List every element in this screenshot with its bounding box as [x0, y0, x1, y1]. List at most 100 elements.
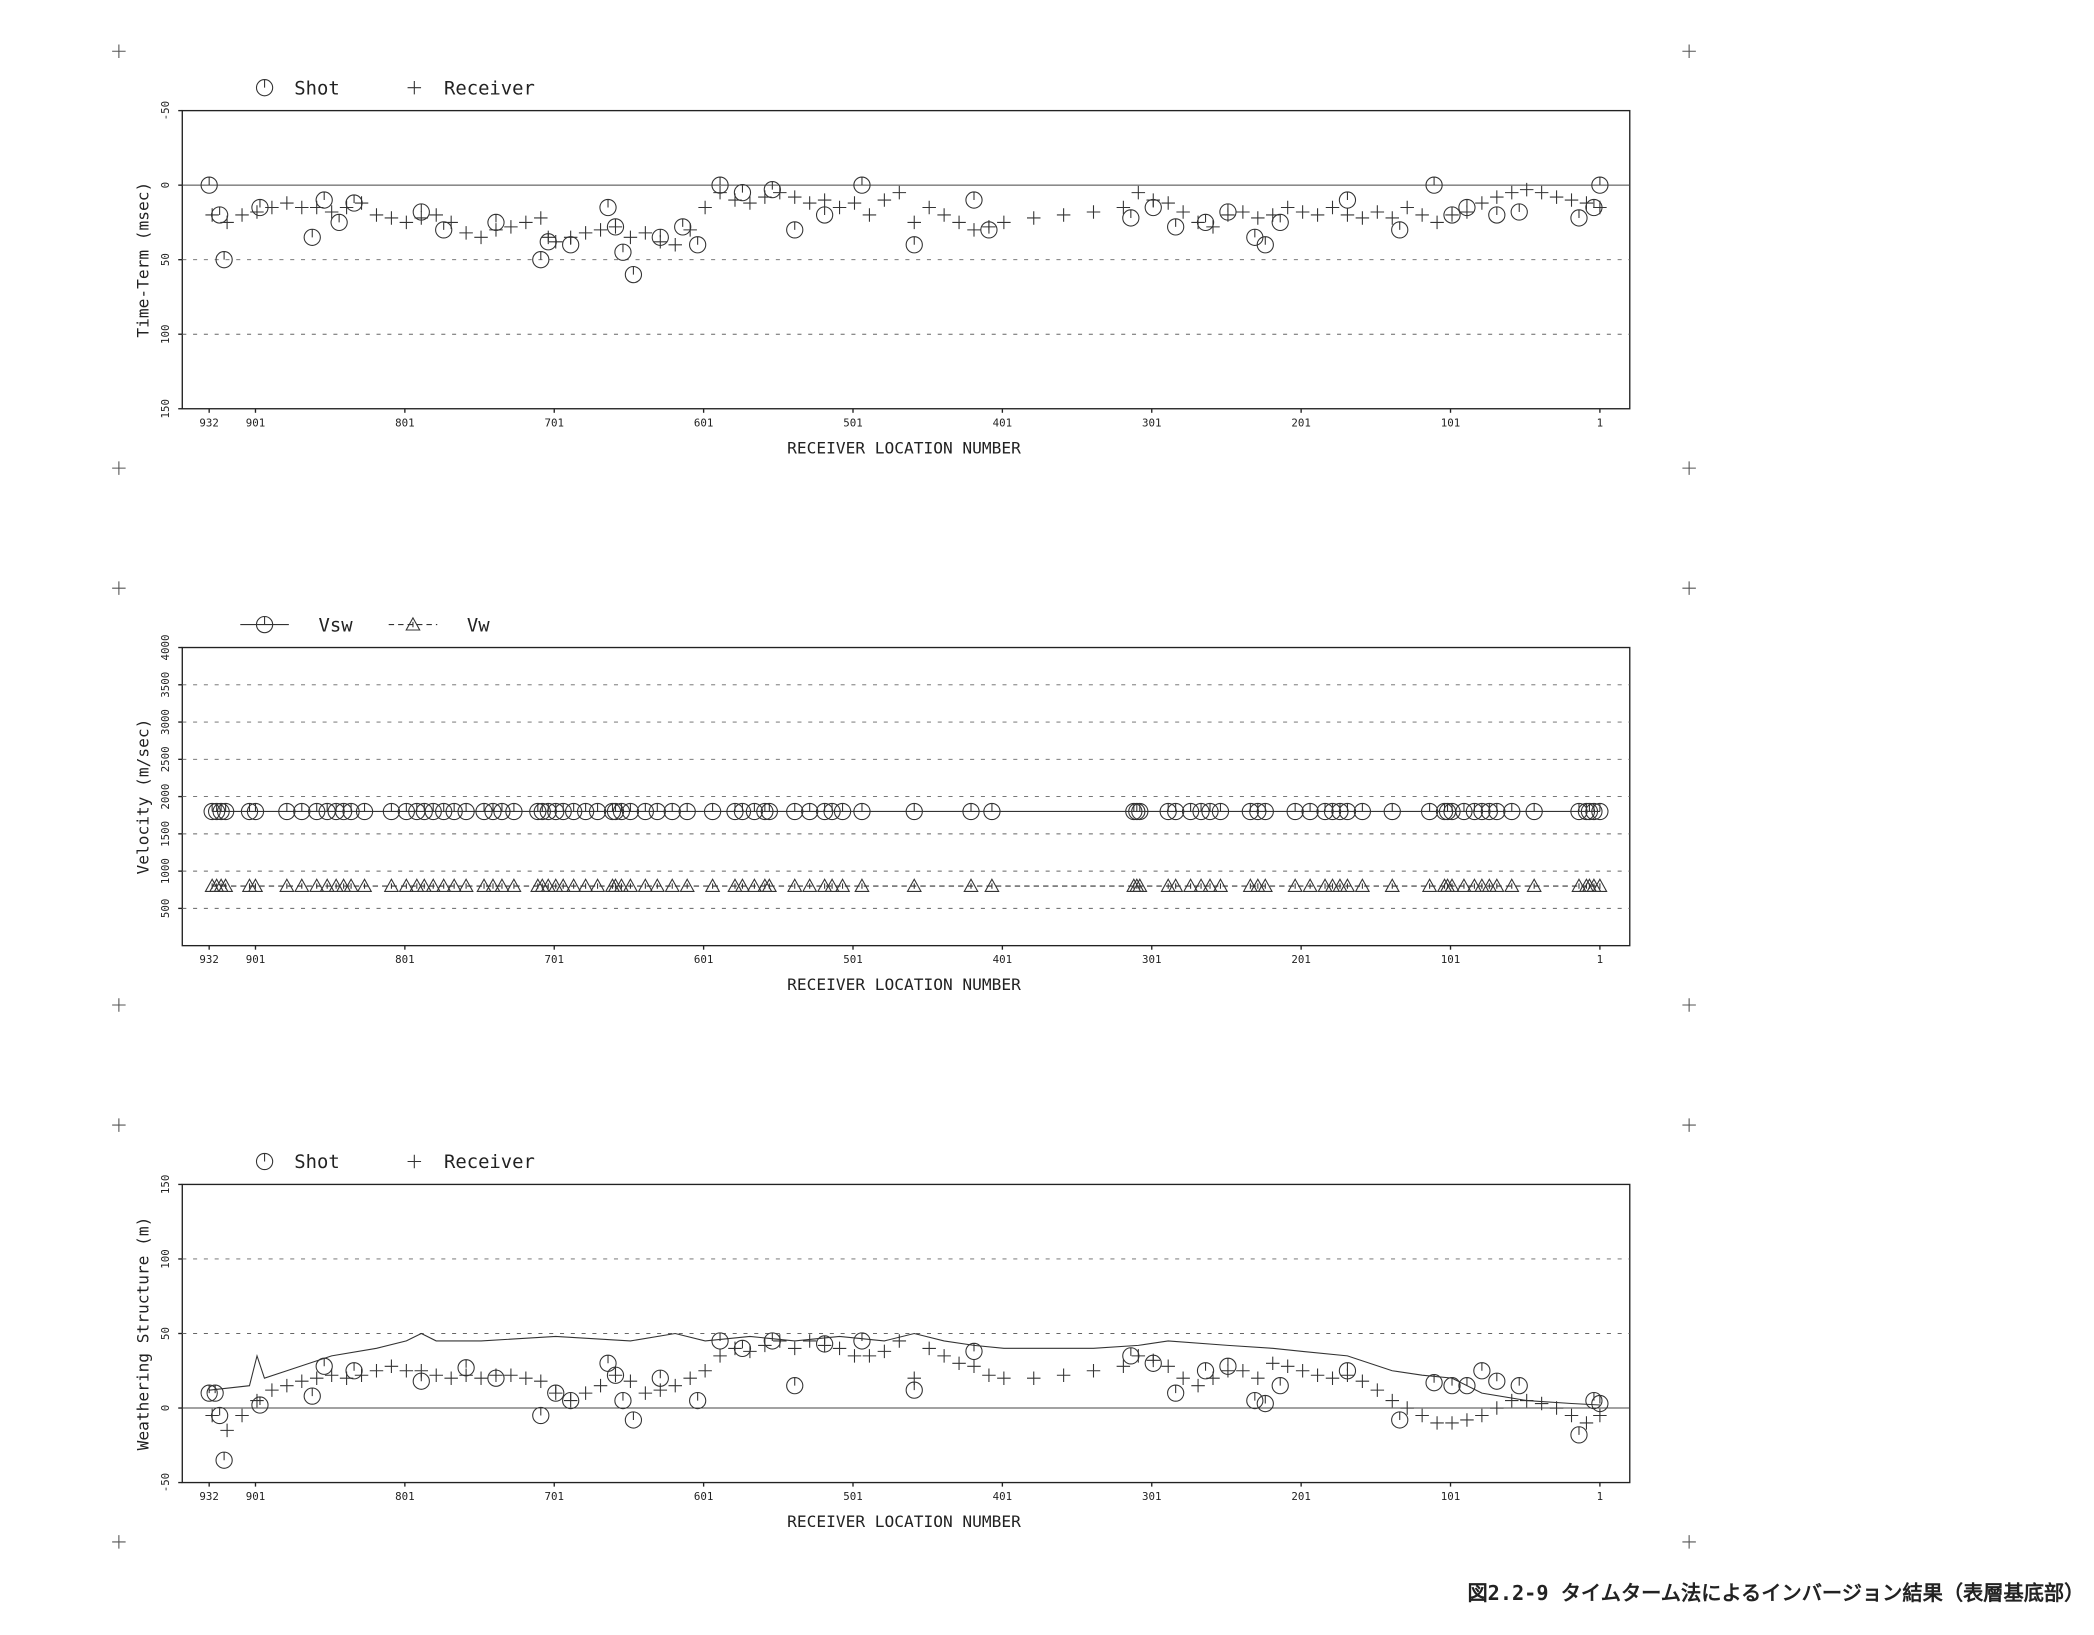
shot-marker — [1488, 1372, 1506, 1390]
triangle-marker — [1526, 878, 1542, 892]
triangle-marker — [746, 878, 763, 892]
series — [205, 1334, 1607, 1438]
receiver-marker — [1475, 196, 1489, 210]
receiver-marker — [1027, 211, 1041, 225]
triangle-marker — [1444, 878, 1460, 892]
triangle-marker — [1481, 878, 1498, 892]
series — [205, 182, 1607, 252]
triangle-marker — [1202, 878, 1218, 892]
legend-label: Receiver — [444, 77, 535, 99]
receiver-marker — [787, 190, 802, 204]
triangle-marker — [1324, 878, 1341, 892]
triangle-marker — [343, 878, 359, 892]
receiver-marker — [1310, 208, 1325, 222]
triangle-marker — [476, 878, 492, 892]
triangle-marker — [485, 878, 501, 892]
triangle-marker — [494, 878, 510, 892]
receiver-marker — [922, 200, 936, 215]
triangle-marker — [1354, 878, 1371, 892]
x-tick-label: 501 — [843, 1490, 862, 1503]
shot-marker — [853, 1332, 871, 1350]
receiver-marker — [1221, 208, 1235, 222]
receiver-marker — [220, 1423, 234, 1438]
x-tick-label: 701 — [544, 416, 563, 429]
x-tick-label: 901 — [246, 416, 265, 429]
receiver-marker — [877, 1344, 892, 1359]
shot-marker — [1443, 1377, 1461, 1395]
registration-mark — [112, 998, 126, 1012]
receiver-marker — [1400, 1401, 1414, 1415]
receiver-marker — [504, 1368, 518, 1382]
y-axis-title: Time-Term (msec) — [134, 182, 153, 338]
shot-marker — [397, 802, 415, 821]
triangle-marker — [787, 878, 803, 892]
x-axis-title: RECEIVER LOCATION NUMBER — [787, 975, 1021, 994]
shot-marker — [733, 1339, 752, 1357]
x-tick-label: 901 — [246, 1490, 265, 1503]
receiver-marker — [1370, 205, 1385, 219]
receiver-marker — [309, 200, 324, 215]
receiver-marker — [1325, 200, 1340, 215]
shot-marker — [1167, 1384, 1185, 1402]
shot-marker — [905, 802, 923, 821]
x-tick-label: 101 — [1441, 953, 1460, 966]
shot-marker — [445, 802, 463, 821]
triangle-marker — [1193, 878, 1209, 892]
shot-marker — [711, 1332, 729, 1350]
receiver-marker — [1549, 190, 1564, 204]
y-tick-label: 150 — [159, 399, 172, 418]
triangle-marker — [761, 878, 778, 892]
x-tick-label: 701 — [544, 953, 563, 966]
triangle-marker — [565, 878, 582, 892]
receiver-marker — [474, 230, 488, 245]
triangle-marker — [824, 878, 840, 892]
triangle-marker — [416, 878, 432, 892]
receiver-marker — [1415, 1408, 1429, 1423]
shot-marker — [1211, 802, 1230, 821]
receiver-marker — [608, 1368, 623, 1382]
receiver-marker — [384, 211, 399, 225]
triangle-marker — [1592, 878, 1608, 892]
shot-marker — [1585, 1392, 1603, 1410]
receiver-marker — [787, 1341, 802, 1356]
shot-marker — [663, 802, 681, 821]
triangle-marker — [247, 878, 264, 892]
shot-marker — [200, 1384, 218, 1402]
shot-marker — [614, 1392, 632, 1410]
triangle-marker — [328, 878, 344, 892]
x-tick-label: 301 — [1142, 953, 1161, 966]
x-tick-label: 801 — [395, 953, 414, 966]
shot-marker — [1591, 1395, 1609, 1413]
triangle-marker — [704, 878, 721, 892]
y-tick-label: 2000 — [159, 784, 172, 810]
x-tick-label: 801 — [395, 416, 414, 429]
receiver-marker — [623, 230, 638, 245]
shot-marker — [624, 1411, 643, 1429]
receiver-marker — [892, 1334, 907, 1348]
receiver-marker — [1370, 1383, 1385, 1397]
shot-marker — [484, 802, 502, 821]
shot-marker — [1131, 802, 1149, 821]
triangle-marker — [637, 878, 654, 892]
receiver-marker — [952, 1356, 966, 1371]
shot-marker — [200, 176, 218, 194]
receiver-marker — [1490, 190, 1504, 204]
triangle-marker — [446, 878, 462, 892]
registration-mark — [112, 44, 126, 59]
receiver-marker — [743, 196, 757, 210]
triangle-marker — [1421, 878, 1438, 892]
receiver-marker — [832, 200, 847, 215]
shot-marker — [1286, 802, 1304, 821]
receiver-marker — [414, 1364, 429, 1378]
y-tick-label: -50 — [159, 1473, 172, 1492]
receiver-marker — [623, 1374, 638, 1388]
receiver-marker — [280, 196, 294, 210]
receiver-marker — [668, 1378, 682, 1393]
receiver-marker — [1340, 1368, 1355, 1382]
receiver-marker — [1086, 1364, 1101, 1378]
shot-marker — [1338, 191, 1357, 209]
receiver-marker — [489, 223, 503, 237]
y-tick-label: 500 — [159, 899, 172, 918]
y-tick-label: 150 — [159, 1175, 172, 1194]
